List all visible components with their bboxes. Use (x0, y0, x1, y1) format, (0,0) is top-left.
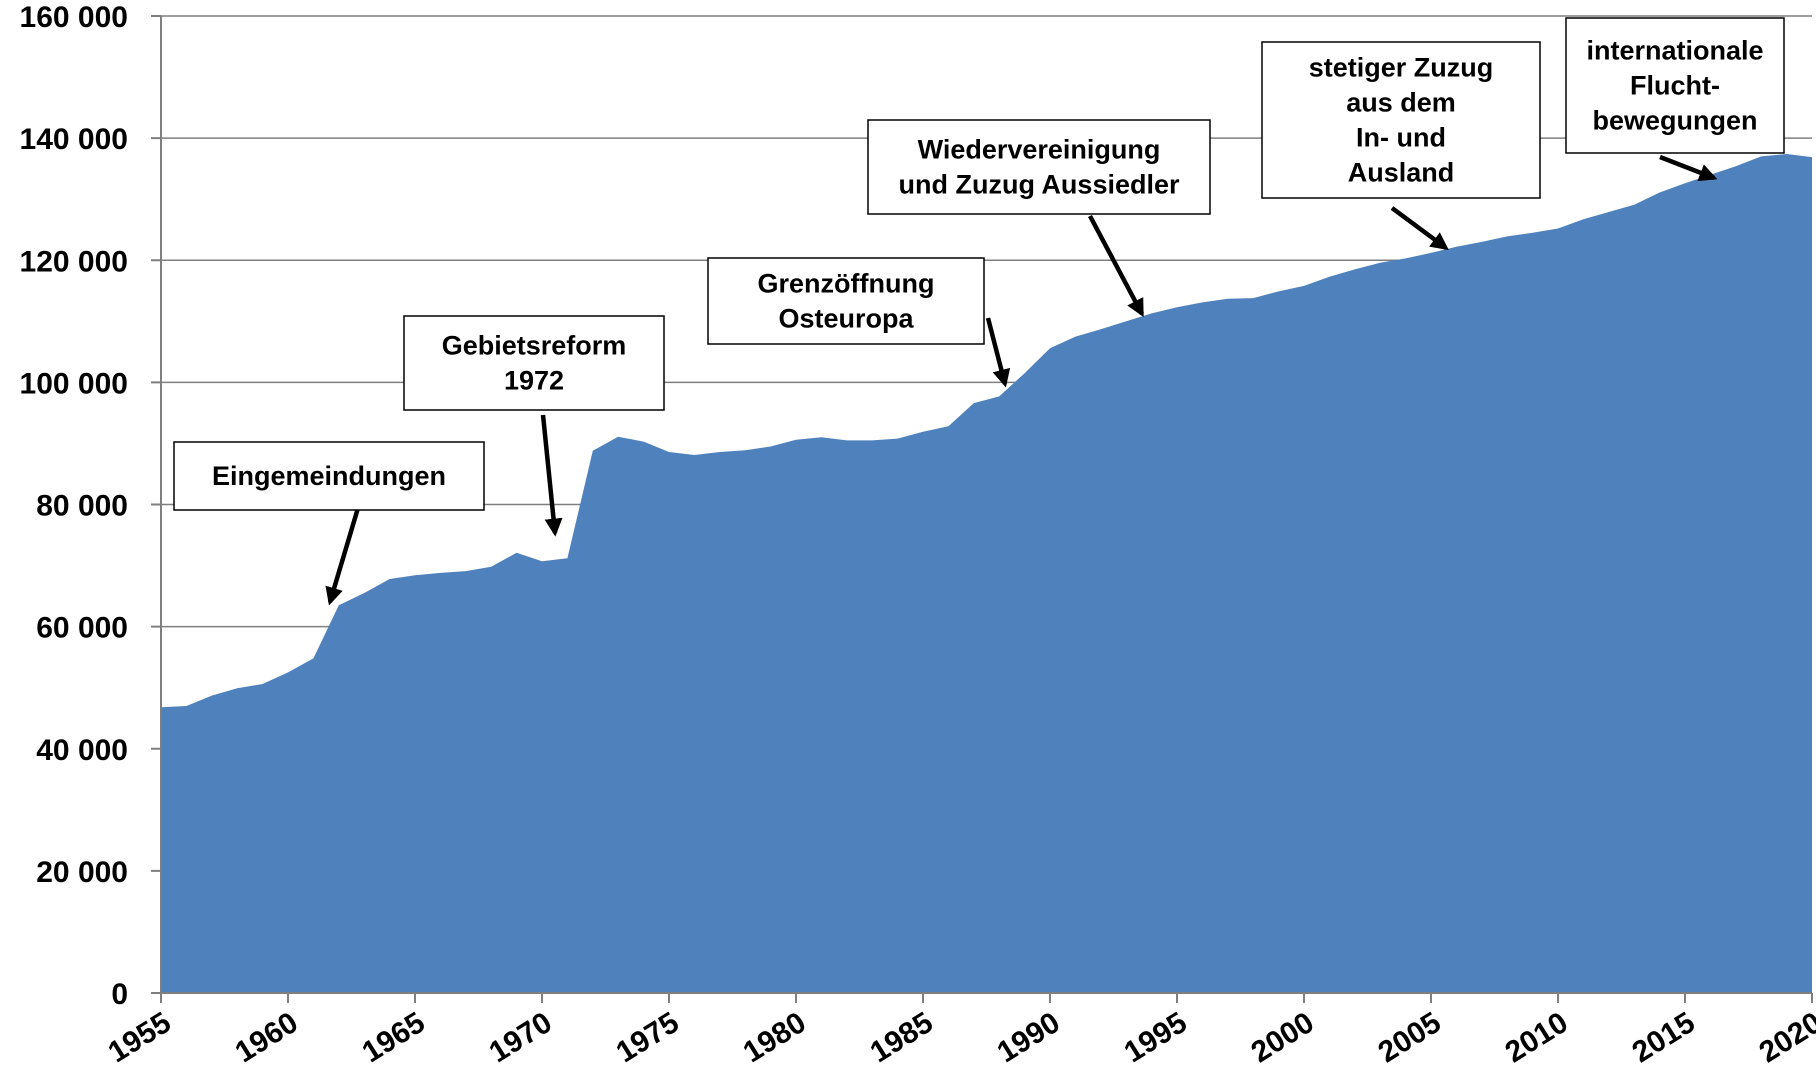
x-axis-tick-labels: 1955 1960 1965 1970 1975 1980 1985 1990 1995 2000… (103, 1006, 1816, 1069)
y-tick-label: 140 000 (20, 123, 128, 156)
annotation-text: Eingemeindungen (212, 461, 446, 491)
x-tick-label: 2005 (1373, 1006, 1447, 1069)
x-tick-label: 1960 (230, 1006, 304, 1069)
annotation-box (867, 119, 1211, 215)
axes (151, 16, 1813, 1003)
x-tick-label: 2010 (1500, 1006, 1574, 1069)
annotation-text: Osteuropa (778, 304, 914, 334)
annotation-text: Gebietsreform (442, 331, 627, 361)
annotation-box (1261, 41, 1541, 199)
annotation-text: In- und (1356, 123, 1446, 153)
x-tick-label: 1965 (357, 1006, 431, 1069)
x-tick-label: 1955 (103, 1006, 177, 1069)
x-tick-label: 1995 (1119, 1006, 1193, 1069)
y-tick-label: 20 000 (36, 856, 128, 889)
annotation-box (403, 315, 665, 411)
y-axis-tick-labels: 0 20 000 40 000 60 000 80 000 100 000 120 000 1… (20, 1, 128, 1011)
x-tick-label: 2000 (1246, 1006, 1320, 1069)
y-tick-label: 0 (111, 978, 128, 1011)
annotation: internationale Flucht-bewegungen (1565, 17, 1785, 182)
annotation-arrow (540, 414, 563, 537)
x-tick-label: 2020 (1754, 1006, 1816, 1069)
annotation: Wiedervereinigung und Zuzug Aussiedler (867, 119, 1211, 318)
annotation-box (707, 257, 985, 345)
annotation-arrow (1390, 206, 1449, 251)
annotation-arrow (1088, 214, 1144, 318)
annotation: Grenzöffnung Osteuropa (707, 257, 1011, 388)
annotation-arrow (985, 317, 1011, 388)
annotation-text: aus dem (1346, 88, 1456, 118)
annotations: Eingemeindungen Gebietsreform 1972 Grenzöff… (173, 17, 1785, 606)
series-area (161, 154, 1812, 993)
x-tick-label: 1980 (738, 1006, 812, 1069)
annotation-arrow (1659, 154, 1718, 182)
annotation-text: Wiedervereinigung (918, 135, 1161, 165)
y-tick-label: 40 000 (36, 734, 128, 767)
annotation-text: Grenzöffnung (758, 269, 935, 299)
annotation-box (173, 441, 485, 511)
annotation-text: internationale (1586, 36, 1763, 66)
x-tick-label: 1985 (865, 1006, 939, 1069)
annotation-box (1565, 17, 1785, 154)
y-tick-label: 160 000 (20, 1, 128, 34)
annotation-text: 1972 (504, 366, 564, 396)
annotation-text: Flucht- (1630, 71, 1720, 101)
population-area (161, 154, 1812, 993)
annotation-text: stetiger Zuzug (1309, 53, 1494, 83)
x-tick-label: 1975 (611, 1006, 685, 1069)
annotation: stetiger Zuzug aus dem In- und Ausland (1261, 41, 1541, 251)
y-tick-label: 120 000 (20, 245, 128, 278)
annotation: Eingemeindungen (173, 441, 485, 606)
annotation-text: und Zuzug Aussiedler (898, 170, 1180, 200)
annotation-arrow (325, 507, 361, 606)
x-tick-label: 1990 (992, 1006, 1066, 1069)
y-tick-label: 100 000 (20, 367, 128, 400)
annotation-text: Ausland (1348, 158, 1455, 188)
y-tick-label: 60 000 (36, 612, 128, 645)
y-tick-label: 80 000 (36, 490, 128, 523)
x-tick-label: 1970 (484, 1006, 558, 1069)
annotation-text: bewegungen (1592, 106, 1757, 136)
x-tick-label: 2015 (1627, 1006, 1701, 1069)
annotation: Gebietsreform 1972 (403, 315, 665, 537)
